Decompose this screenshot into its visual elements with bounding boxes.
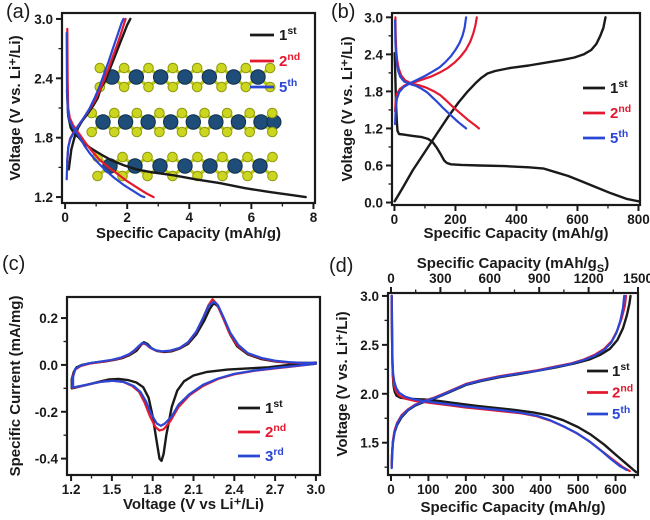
svg-text:1.8: 1.8 xyxy=(364,84,383,99)
svg-text:2.1: 2.1 xyxy=(184,482,203,497)
svg-text:0.0: 0.0 xyxy=(39,358,58,373)
svg-text:2nd: 2nd xyxy=(610,103,631,122)
svg-text:100: 100 xyxy=(417,482,440,497)
panel-a-voltage-capacity-chart: 0 2 4 6 8 1.2 1.8 2.4 3.0 Specific Capacity (mAh/… xyxy=(7,11,318,242)
panel-label-c: (c) xyxy=(2,253,26,275)
svg-text:600: 600 xyxy=(566,212,589,227)
svg-text:3.0: 3.0 xyxy=(364,10,383,25)
svg-text:2.7: 2.7 xyxy=(266,482,285,497)
svg-text:4: 4 xyxy=(186,210,194,225)
svg-text:5th: 5th xyxy=(279,77,297,96)
svg-text:400: 400 xyxy=(529,482,552,497)
svg-text:600: 600 xyxy=(479,271,502,286)
svg-text:1st: 1st xyxy=(265,398,283,417)
svg-text:-0.2: -0.2 xyxy=(35,405,58,420)
svg-text:1.5: 1.5 xyxy=(102,482,121,497)
svg-text:1.2: 1.2 xyxy=(34,190,53,205)
svg-text:2nd: 2nd xyxy=(279,51,300,70)
svg-text:Voltage (V vs. Li⁺/Li): Voltage (V vs. Li⁺/Li) xyxy=(7,35,24,180)
svg-text:2.5: 2.5 xyxy=(360,338,379,353)
svg-text:900: 900 xyxy=(528,271,551,286)
svg-text:1st: 1st xyxy=(612,361,630,380)
svg-text:3.0: 3.0 xyxy=(34,12,53,27)
svg-text:800: 800 xyxy=(627,212,650,227)
svg-text:0: 0 xyxy=(391,212,399,227)
svg-text:0: 0 xyxy=(61,210,69,225)
svg-text:0.2: 0.2 xyxy=(39,311,58,326)
svg-text:5th: 5th xyxy=(612,404,630,423)
svg-text:Voltage (V vs. Li⁺/Li): Voltage (V vs. Li⁺/Li) xyxy=(339,36,356,181)
svg-text:1.5: 1.5 xyxy=(360,436,379,451)
panel-b-voltage-capacity-chart: 0 200 400 600 800 0.0 0.6 1.2 1.8 2.4 3.0 Specific … xyxy=(339,10,650,242)
svg-text:1500: 1500 xyxy=(623,271,650,286)
svg-text:400: 400 xyxy=(505,212,528,227)
svg-text:Voltage (V vs Li⁺/Li): Voltage (V vs Li⁺/Li) xyxy=(123,496,264,513)
svg-text:1st: 1st xyxy=(279,25,297,44)
svg-text:300: 300 xyxy=(492,482,515,497)
svg-text:0.0: 0.0 xyxy=(364,196,383,211)
svg-text:0: 0 xyxy=(387,271,395,286)
svg-text:1.8: 1.8 xyxy=(34,131,53,146)
svg-text:3.0: 3.0 xyxy=(307,482,325,497)
svg-text:6: 6 xyxy=(248,210,256,225)
svg-text:-0.4: -0.4 xyxy=(35,452,59,467)
svg-text:1st: 1st xyxy=(610,78,628,97)
svg-text:1200: 1200 xyxy=(574,271,604,286)
svg-text:2.4: 2.4 xyxy=(364,47,383,62)
svg-text:2.0: 2.0 xyxy=(360,387,379,402)
svg-text:600: 600 xyxy=(604,482,627,497)
svg-text:2.4: 2.4 xyxy=(225,482,244,497)
svg-text:Voltage (V vs. Li⁺/Li): Voltage (V vs. Li⁺/Li) xyxy=(334,311,351,456)
svg-text:8: 8 xyxy=(310,210,318,225)
svg-text:200: 200 xyxy=(455,482,478,497)
panel-label-a: (a) xyxy=(6,1,31,23)
svg-text:2nd: 2nd xyxy=(265,422,286,441)
panel-c-cyclic-voltammetry-chart: 1.2 1.5 1.8 2.1 2.4 2.7 3.0 0.2 0.0 -0.2 -0.4 Volta… xyxy=(7,296,325,513)
svg-text:2: 2 xyxy=(123,210,131,225)
svg-text:1.2: 1.2 xyxy=(364,121,383,136)
svg-text:3rd: 3rd xyxy=(265,446,284,465)
svg-text:500: 500 xyxy=(567,482,590,497)
svg-text:300: 300 xyxy=(429,271,452,286)
panel-label-d: (d) xyxy=(329,255,354,277)
svg-text:0.6: 0.6 xyxy=(364,158,383,173)
svg-text:Specific Capacity (mAh/g): Specific Capacity (mAh/g) xyxy=(96,225,281,242)
svg-text:1.8: 1.8 xyxy=(143,482,162,497)
svg-text:Specific Capacity (mAh/gS): Specific Capacity (mAh/gS) xyxy=(417,255,609,275)
svg-text:3.0: 3.0 xyxy=(360,289,379,304)
svg-text:Specific Capacity (mAh/g): Specific Capacity (mAh/g) xyxy=(423,225,608,242)
svg-text:Specific Current (mA/mg): Specific Current (mA/mg) xyxy=(7,296,24,477)
svg-text:Specific Capacity (mAh/g): Specific Capacity (mAh/g) xyxy=(420,499,605,516)
svg-text:1.2: 1.2 xyxy=(62,482,81,497)
svg-text:2nd: 2nd xyxy=(612,383,633,402)
panel-label-b: (b) xyxy=(331,1,356,23)
panel-d-voltage-capacity-dual-axis-chart: 0 100 200 300 400 500 600 1.5 2.0 2.5 3.0 Specific … xyxy=(334,255,650,516)
svg-text:5th: 5th xyxy=(610,128,628,147)
svg-text:200: 200 xyxy=(444,212,467,227)
svg-text:2.4: 2.4 xyxy=(34,71,53,86)
svg-text:0: 0 xyxy=(387,482,395,497)
